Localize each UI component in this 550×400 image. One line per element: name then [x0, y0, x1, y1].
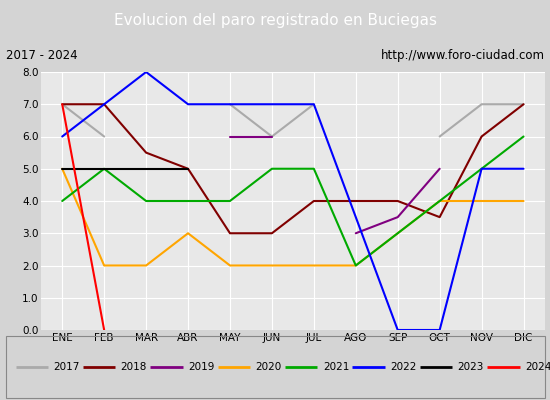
Text: 2020: 2020: [255, 362, 282, 372]
Text: 2021: 2021: [323, 362, 349, 372]
Text: http://www.foro-ciudad.com: http://www.foro-ciudad.com: [381, 49, 544, 62]
Text: 2022: 2022: [390, 362, 416, 372]
Text: 2018: 2018: [120, 362, 147, 372]
Text: 2017: 2017: [53, 362, 80, 372]
Text: Evolucion del paro registrado en Buciegas: Evolucion del paro registrado en Buciega…: [113, 14, 437, 28]
Text: 2024: 2024: [525, 362, 550, 372]
Text: 2023: 2023: [458, 362, 484, 372]
Text: 2019: 2019: [188, 362, 214, 372]
Text: 2017 - 2024: 2017 - 2024: [6, 49, 77, 62]
